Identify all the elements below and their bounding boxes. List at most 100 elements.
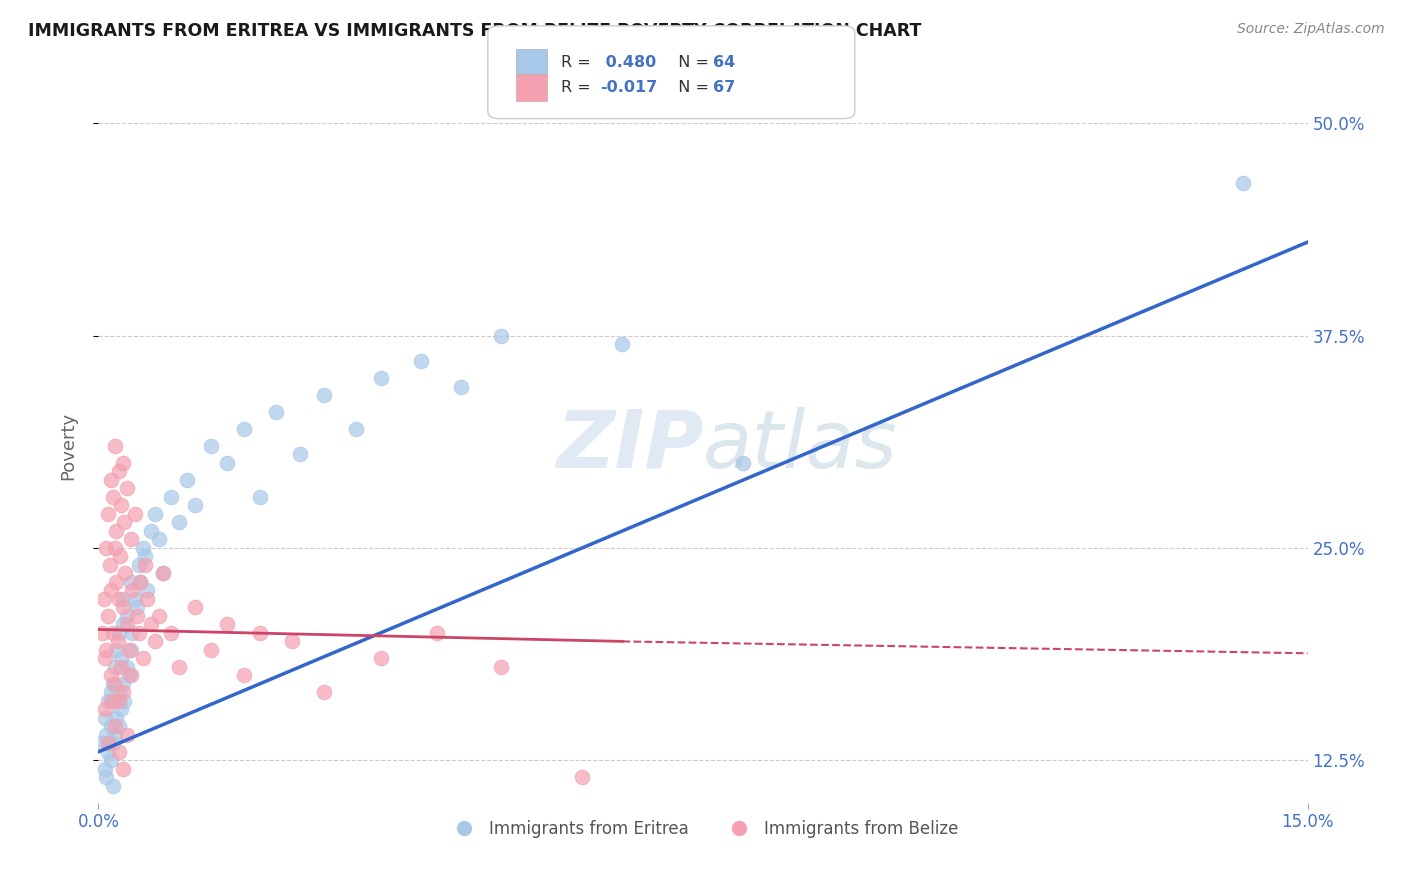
Point bbox=[115, 660, 138, 674]
Point bbox=[96, 770, 118, 784]
Point bbox=[111, 762, 134, 776]
Point bbox=[118, 643, 141, 657]
Point bbox=[100, 719, 122, 733]
Point bbox=[281, 634, 304, 648]
Text: 0.480: 0.480 bbox=[600, 55, 657, 70]
Point bbox=[184, 600, 207, 615]
Point bbox=[111, 685, 134, 699]
Point bbox=[314, 685, 336, 699]
Point bbox=[121, 583, 143, 598]
Point bbox=[733, 456, 755, 470]
Text: Source: ZipAtlas.com: Source: ZipAtlas.com bbox=[1237, 22, 1385, 37]
Point bbox=[111, 617, 134, 632]
Point bbox=[115, 482, 138, 496]
Point bbox=[129, 574, 152, 589]
Point bbox=[134, 558, 156, 572]
Text: N =: N = bbox=[668, 55, 714, 70]
Point bbox=[111, 591, 134, 606]
Point bbox=[107, 634, 129, 648]
Point bbox=[160, 626, 183, 640]
Point bbox=[121, 626, 143, 640]
Point bbox=[264, 405, 287, 419]
Point bbox=[450, 379, 472, 393]
Point bbox=[103, 728, 125, 742]
Text: N =: N = bbox=[668, 80, 714, 95]
Point bbox=[94, 711, 117, 725]
Point bbox=[100, 685, 122, 699]
Point bbox=[160, 490, 183, 504]
Text: ZIP: ZIP bbox=[555, 407, 703, 485]
Point bbox=[107, 465, 129, 479]
Point bbox=[107, 745, 129, 759]
Point bbox=[176, 473, 198, 487]
Point bbox=[344, 422, 367, 436]
Point bbox=[111, 677, 134, 691]
Point bbox=[101, 677, 124, 691]
Point bbox=[101, 490, 124, 504]
Point bbox=[370, 651, 392, 665]
Point bbox=[94, 762, 117, 776]
Point bbox=[97, 608, 120, 623]
Point bbox=[148, 608, 170, 623]
Point bbox=[96, 643, 118, 657]
Point bbox=[129, 574, 152, 589]
Point bbox=[107, 685, 129, 699]
Point bbox=[101, 736, 124, 750]
Point bbox=[115, 608, 138, 623]
Point bbox=[103, 439, 125, 453]
Point bbox=[132, 541, 155, 555]
Point bbox=[127, 608, 149, 623]
Point bbox=[167, 660, 190, 674]
Point bbox=[120, 643, 142, 657]
Point bbox=[139, 524, 162, 538]
Point bbox=[249, 490, 271, 504]
Point bbox=[97, 507, 120, 521]
Point bbox=[232, 422, 254, 436]
Point bbox=[108, 549, 131, 564]
Point bbox=[97, 745, 120, 759]
Point bbox=[91, 626, 114, 640]
Point bbox=[143, 507, 166, 521]
Point bbox=[101, 626, 124, 640]
Point bbox=[94, 702, 117, 716]
Point bbox=[98, 558, 121, 572]
Point bbox=[134, 549, 156, 564]
Point bbox=[94, 651, 117, 665]
Point bbox=[103, 677, 125, 691]
Text: R =: R = bbox=[561, 80, 596, 95]
Point bbox=[100, 753, 122, 767]
Point bbox=[105, 524, 128, 538]
Point bbox=[115, 617, 138, 632]
Text: 67: 67 bbox=[713, 80, 735, 95]
Point bbox=[100, 473, 122, 487]
Point bbox=[135, 591, 157, 606]
Point bbox=[128, 626, 150, 640]
Point bbox=[120, 668, 142, 682]
Point bbox=[128, 558, 150, 572]
Point bbox=[97, 736, 120, 750]
Point bbox=[100, 583, 122, 598]
Point bbox=[103, 694, 125, 708]
Point bbox=[217, 617, 239, 632]
Point bbox=[148, 533, 170, 547]
Point bbox=[111, 600, 134, 615]
Point bbox=[96, 728, 118, 742]
Point bbox=[127, 600, 149, 615]
Point bbox=[91, 736, 114, 750]
Point bbox=[101, 779, 124, 793]
Point bbox=[111, 456, 134, 470]
Point bbox=[110, 651, 132, 665]
Point bbox=[1232, 176, 1254, 190]
Point bbox=[200, 643, 222, 657]
Point bbox=[491, 328, 513, 343]
Point bbox=[571, 770, 593, 784]
Point bbox=[409, 354, 432, 368]
Point bbox=[491, 660, 513, 674]
Point bbox=[107, 719, 129, 733]
Point bbox=[426, 626, 449, 640]
Point bbox=[314, 388, 336, 402]
Point bbox=[112, 694, 135, 708]
Point bbox=[97, 694, 120, 708]
Point bbox=[105, 574, 128, 589]
Point bbox=[232, 668, 254, 682]
